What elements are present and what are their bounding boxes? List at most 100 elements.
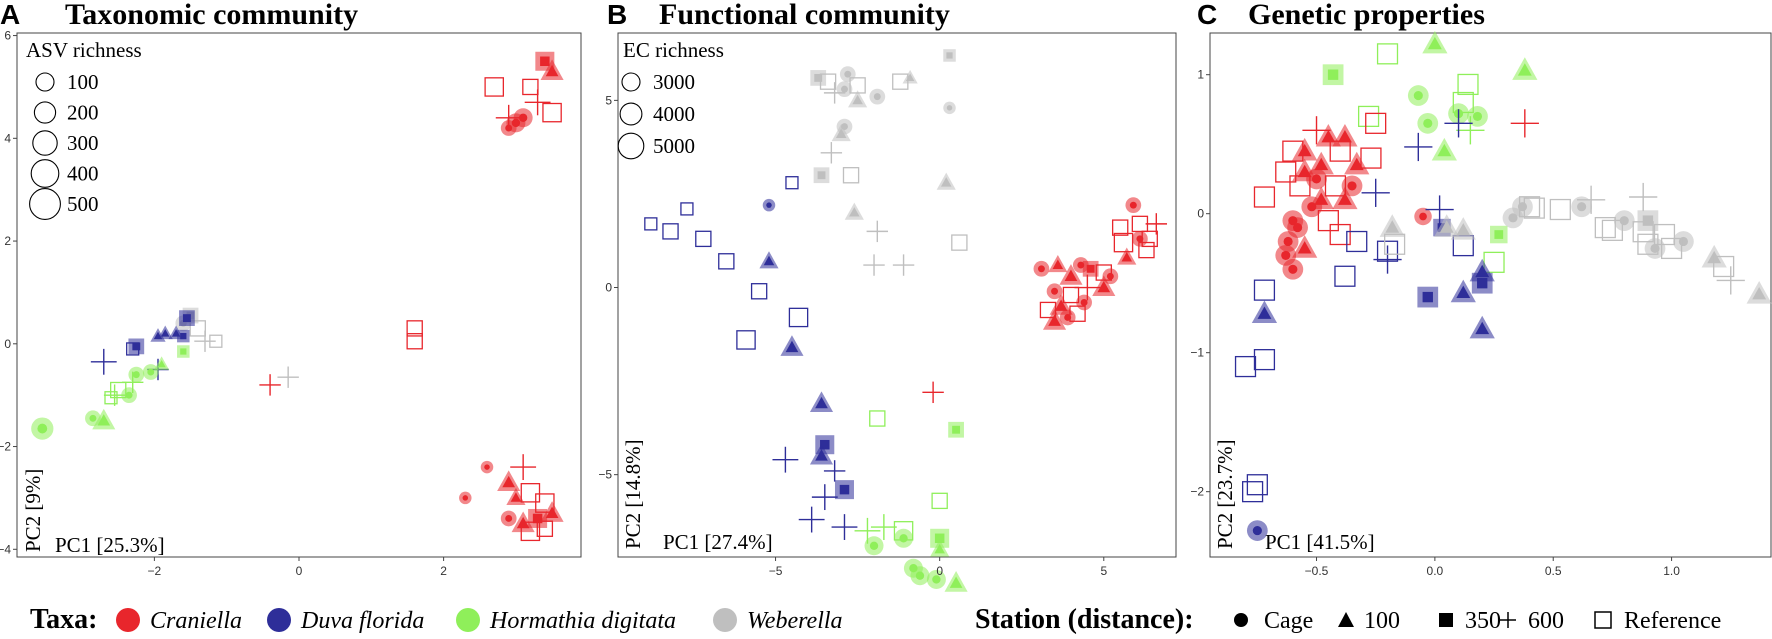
point-weberella-600 xyxy=(866,220,889,243)
point-weberella-350 xyxy=(1637,210,1659,232)
point-hormathia-digitata-cage xyxy=(1467,106,1488,127)
y-tick-label: −2 xyxy=(0,440,11,454)
point-duva-florida-600 xyxy=(90,348,117,375)
panel-c-ticks: −0.5 0.0 0.5 1.0 −2 −1 0 1 xyxy=(1190,68,1680,578)
y-tick-label: −2 xyxy=(1190,485,1204,499)
point-craniella-reference xyxy=(1111,219,1129,236)
point-hormathia-digitata-cage xyxy=(894,528,914,548)
point-hormathia-digitata-cage xyxy=(910,566,930,586)
point-duva-florida-reference xyxy=(1346,230,1368,253)
point-hormathia-digitata-reference xyxy=(1357,105,1380,128)
y-tick-label: −5 xyxy=(598,468,612,482)
legend-swatch-craniella xyxy=(116,608,140,632)
point-duva-florida-reference xyxy=(1246,474,1268,496)
y-tick-label: 0 xyxy=(4,337,11,351)
y-tick-label: −4 xyxy=(0,542,11,556)
panel-c-points xyxy=(1234,30,1772,541)
point-duva-florida-100 xyxy=(1450,279,1476,303)
point-craniella-cage xyxy=(1306,168,1327,190)
size-legend-label: 300 xyxy=(67,131,99,155)
point-weberella-reference xyxy=(951,234,968,251)
point-hormathia-digitata-350 xyxy=(930,528,950,548)
point-weberella-cage xyxy=(836,81,853,98)
legend-symbol-cage xyxy=(1234,613,1248,627)
point-craniella-100 xyxy=(506,487,526,505)
point-hormathia-digitata-600 xyxy=(1456,116,1485,145)
y-tick-label: 4 xyxy=(4,131,11,145)
panel-c: C Genetic properties −0.5 0.0 0.5 1.0 −2 −1 0 1… xyxy=(1190,0,1772,578)
point-weberella-reference xyxy=(1632,221,1654,243)
point-craniella-cage xyxy=(480,460,494,474)
panel-b-points xyxy=(644,49,1168,592)
x-tick-label: 1.0 xyxy=(1663,564,1680,578)
point-craniella-reference xyxy=(1253,186,1276,208)
point-craniella-600 xyxy=(1510,109,1539,138)
panel-a-ylabel: PC2 [9%] xyxy=(21,469,45,552)
point-duva-florida-reference xyxy=(788,307,809,328)
point-craniella-reference xyxy=(536,520,554,537)
point-duva-florida-cage xyxy=(762,198,776,212)
point-duva-florida-600 xyxy=(798,506,825,533)
point-duva-florida-600 xyxy=(772,446,799,473)
point-weberella-100 xyxy=(831,123,851,142)
point-duva-florida-350 xyxy=(177,329,190,343)
point-craniella-reference xyxy=(406,320,423,337)
point-craniella-reference xyxy=(1317,210,1339,232)
x-tick-label: 0 xyxy=(296,564,303,578)
point-craniella-cage xyxy=(1125,197,1142,214)
point-craniella-100 xyxy=(540,59,564,81)
panel-c-xlabel: PC1 [41.5%] xyxy=(1265,530,1375,554)
point-duva-florida-600 xyxy=(1361,178,1390,207)
legend-symbol-350 xyxy=(1439,613,1453,627)
panel-b-title: Functional community xyxy=(659,0,950,31)
x-tick-label: 2 xyxy=(440,564,447,578)
point-craniella-600 xyxy=(922,381,944,404)
size-legend-label: 3000 xyxy=(653,70,695,94)
point-duva-florida-reference xyxy=(695,230,712,248)
point-hormathia-digitata-cage xyxy=(121,387,137,404)
taxa-legend: Taxa: Craniella Duva florida Hormathia d… xyxy=(30,604,843,635)
panel-b-letter: B xyxy=(607,0,627,30)
point-duva-florida-reference xyxy=(644,217,658,231)
point-hormathia-digitata-350 xyxy=(177,345,190,358)
point-weberella-cage xyxy=(1571,196,1593,218)
point-weberella-reference xyxy=(1594,216,1616,239)
point-craniella-100 xyxy=(1292,137,1318,161)
panel-b-xlabel: PC1 [27.4%] xyxy=(663,530,773,554)
x-tick-label: −5 xyxy=(769,564,783,578)
point-hormathia-digitata-reference xyxy=(869,410,886,427)
y-tick-label: 0 xyxy=(605,281,612,295)
point-duva-florida-reference xyxy=(1253,279,1276,301)
point-duva-florida-350 xyxy=(1471,272,1493,294)
point-duva-florida-reference xyxy=(680,202,694,216)
point-craniella-reference xyxy=(522,78,539,96)
point-craniella-reference xyxy=(1360,147,1382,169)
point-weberella-cage xyxy=(1673,231,1694,252)
size-legend-label: 400 xyxy=(67,162,99,186)
point-duva-florida-100 xyxy=(759,251,779,269)
point-craniella-reference xyxy=(1039,301,1057,319)
point-duva-florida-100 xyxy=(780,335,804,356)
point-craniella-350 xyxy=(528,508,548,528)
y-tick-label: 6 xyxy=(4,29,11,43)
x-tick-label: −2 xyxy=(148,564,162,578)
panel-c-letter: C xyxy=(1197,0,1217,30)
point-craniella-reference xyxy=(520,483,541,503)
point-weberella-reference xyxy=(1601,219,1624,241)
panel-a-size-legend-title: ASV richness xyxy=(26,38,142,62)
point-duva-florida-reference xyxy=(736,330,756,350)
point-duva-florida-reference xyxy=(1253,349,1276,371)
point-craniella-100 xyxy=(1092,275,1116,297)
legend-label-craniella: Craniella xyxy=(150,608,242,634)
point-craniella-cage xyxy=(1414,207,1432,226)
point-craniella-cage xyxy=(1046,283,1063,300)
point-duva-florida-350 xyxy=(128,338,145,355)
legend-label-hormathia-digitata: Hormathia digitata xyxy=(489,608,676,634)
point-hormathia-digitata-reference xyxy=(931,492,948,510)
point-craniella-100 xyxy=(1292,235,1318,258)
point-weberella-reference xyxy=(819,73,837,90)
size-legend-circle xyxy=(29,188,61,220)
point-hormathia-digitata-cage xyxy=(864,536,884,556)
panel-a-title: Taxonomic community xyxy=(65,0,358,31)
point-hormathia-digitata-reference xyxy=(1457,73,1479,96)
